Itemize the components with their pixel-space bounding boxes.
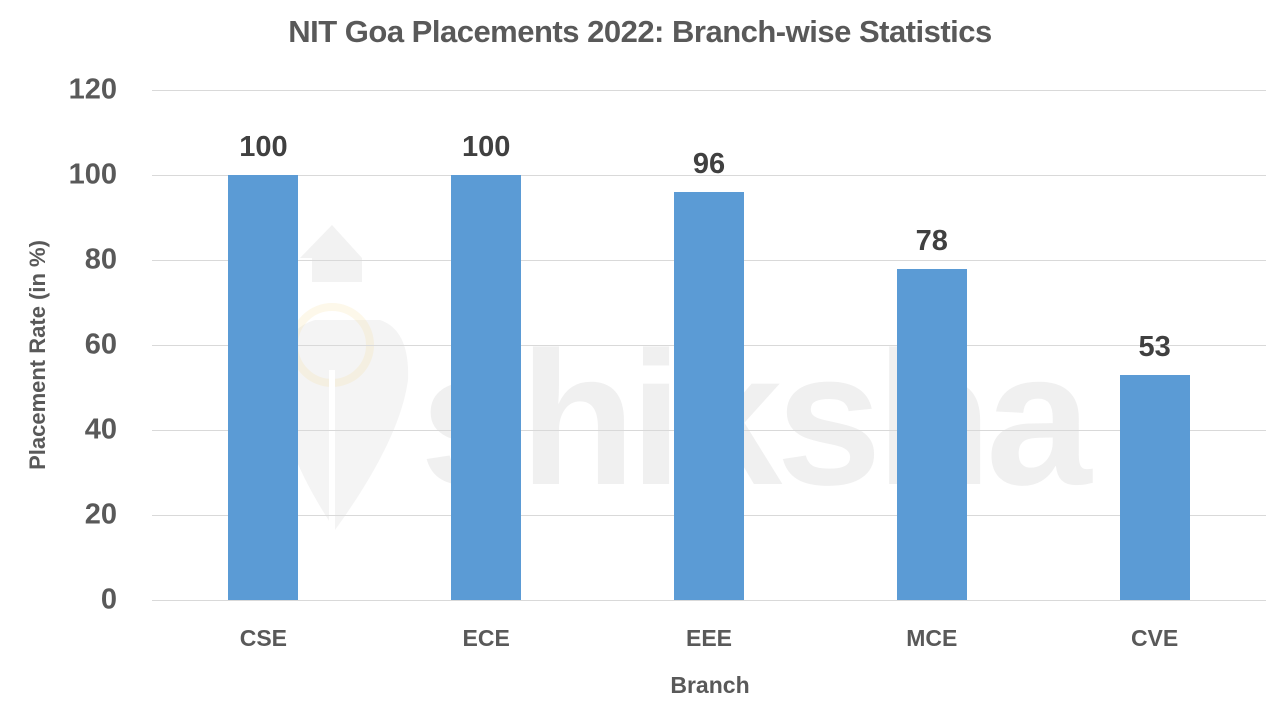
bar-ece <box>451 175 522 600</box>
y-axis-label: Placement Rate (in %) <box>25 240 50 470</box>
bar-mce <box>896 268 967 600</box>
data-label: 53 <box>1138 330 1171 363</box>
gridline <box>152 600 1266 601</box>
data-label: 100 <box>239 131 288 163</box>
bar-cve <box>1119 374 1190 600</box>
gridline <box>152 90 1266 91</box>
data-label: 78 <box>915 224 948 257</box>
x-axis-label: Branch <box>670 672 750 698</box>
x-tick-label: ECE <box>462 625 510 651</box>
y-tick-label: 80 <box>84 243 117 276</box>
bar-eee <box>674 192 744 600</box>
data-label: 100 <box>461 131 511 163</box>
x-tick-label: CSE <box>239 625 288 651</box>
y-tick-label: 20 <box>84 498 117 531</box>
y-tick-label: 0 <box>100 583 117 616</box>
x-tick-label: MCE <box>906 625 958 651</box>
y-tick-label: 100 <box>68 158 117 191</box>
x-tick-label: CVE <box>1130 625 1179 651</box>
data-label: 96 <box>692 148 726 180</box>
x-tick-label: EEE <box>685 625 733 651</box>
chart-title: NIT Goa Placements 2022: Branch-wise Sta… <box>288 14 992 49</box>
y-tick-label: 60 <box>84 328 117 361</box>
bar-cse <box>228 175 299 600</box>
y-tick-label: 40 <box>84 413 117 446</box>
gridline <box>152 175 1266 176</box>
y-tick-label: 120 <box>68 73 117 106</box>
